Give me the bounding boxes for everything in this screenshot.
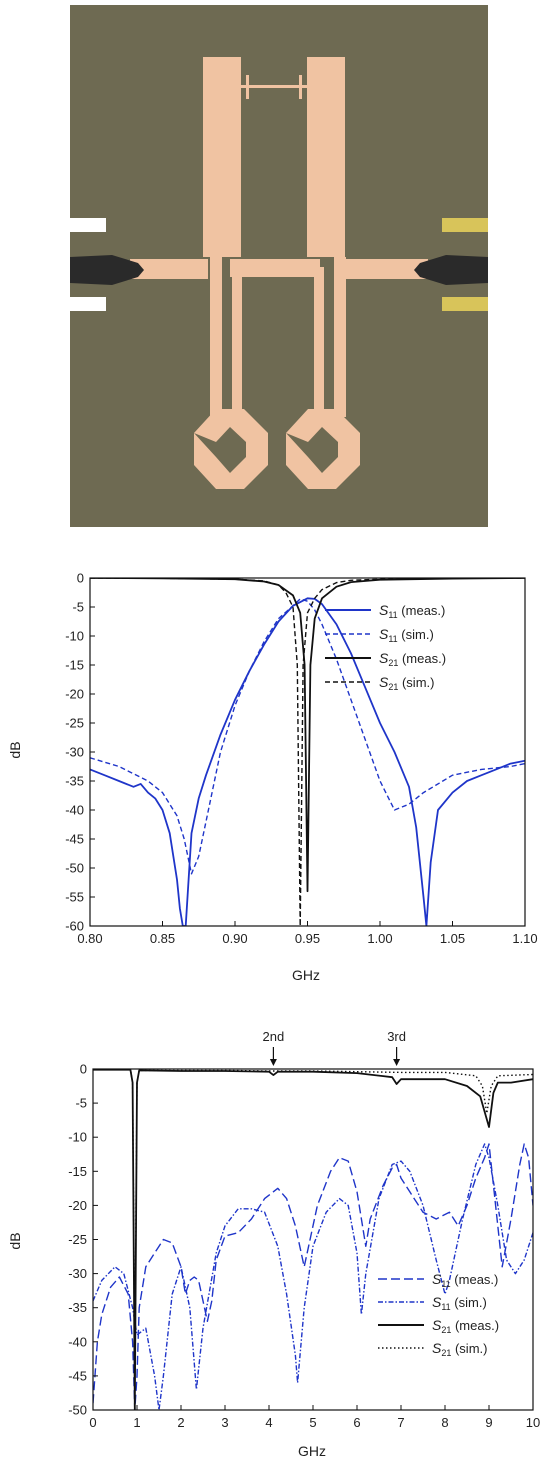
legend-label: S11 (sim.)	[432, 1294, 487, 1312]
legend-label: S21 (meas.)	[432, 1317, 499, 1335]
y-tick-label: -45	[65, 832, 84, 847]
x-tick-label: 3	[221, 1415, 228, 1430]
x-tick-label: 10	[526, 1415, 540, 1430]
stem-right-outer	[314, 267, 324, 417]
resonator-arm-left	[203, 57, 241, 257]
x-tick-label: 0.85	[150, 931, 175, 946]
y-tick-label: -50	[68, 1403, 87, 1418]
y-tick-label: -50	[65, 861, 84, 876]
y-tick-label: -35	[65, 774, 84, 789]
series-line-11-meas	[90, 597, 525, 926]
y-tick-label: -25	[68, 1232, 87, 1247]
annotation-arrowhead	[393, 1059, 401, 1066]
legend-label: S11 (meas.)	[432, 1271, 498, 1289]
x-axis-label: GHz	[292, 967, 320, 983]
filter-metal	[130, 57, 428, 489]
y-tick-label: -30	[68, 1266, 87, 1281]
probe-right	[414, 255, 488, 285]
y-tick-label: 0	[77, 571, 84, 586]
legend-label: S21 (sim.)	[379, 674, 434, 692]
series-line-21-meas	[93, 1069, 533, 1410]
x-tick-label: 0.80	[77, 931, 102, 946]
pad-right-top	[442, 218, 488, 232]
pad-left-bottom	[70, 297, 106, 311]
y-tick-label: -60	[65, 919, 84, 934]
x-tick-label: 7	[397, 1415, 404, 1430]
x-tick-label: 1	[133, 1415, 140, 1430]
x-tick-label: 9	[485, 1415, 492, 1430]
y-tick-label: -30	[65, 745, 84, 760]
y-tick-label: -55	[65, 890, 84, 905]
x-tick-label: 6	[353, 1415, 360, 1430]
x-tick-label: 5	[309, 1415, 316, 1430]
x-tick-label: 0	[89, 1415, 96, 1430]
annotation-label: 3rd	[387, 1029, 406, 1044]
y-axis-label: dB	[7, 741, 23, 758]
coupling-stub-left	[246, 75, 249, 99]
x-tick-label: 4	[265, 1415, 272, 1430]
legend-label: S21 (sim.)	[432, 1340, 487, 1358]
x-tick-label: 0.90	[222, 931, 247, 946]
ring-right	[286, 409, 360, 489]
probe-left	[70, 255, 144, 285]
coupling-line	[241, 85, 307, 88]
center-bridge	[230, 259, 320, 277]
y-axis-label: dB	[7, 1232, 23, 1249]
y-tick-label: -20	[68, 1198, 87, 1213]
y-tick-label: -20	[65, 687, 84, 702]
y-tick-label: -45	[68, 1368, 87, 1383]
chart-s-params-zoom: dB GHz 0.80 0.85 0.90 0.95 1.00 1.05 1.10 0 -5 -1…	[7, 571, 538, 984]
stem-left-inner	[232, 267, 242, 417]
y-tick-label: -15	[65, 658, 84, 673]
legend-label: S11 (sim.)	[379, 626, 434, 644]
feed-line-right	[346, 259, 428, 279]
series-line-21-sim	[90, 578, 525, 926]
ring-left	[194, 409, 268, 489]
y-tick-label: -15	[68, 1164, 87, 1179]
legend-label: S21 (meas.)	[379, 650, 446, 668]
x-tick-label: 1.00	[367, 931, 392, 946]
stem-right-inner	[334, 257, 346, 417]
coupling-stub-right	[299, 75, 302, 99]
series-line-11-meas	[93, 1143, 533, 1410]
x-tick-label: 0.95	[295, 931, 320, 946]
annotation-arrowhead	[269, 1059, 277, 1066]
pad-left-top	[70, 218, 106, 232]
y-tick-label: -10	[65, 629, 84, 644]
stem-left-outer	[210, 257, 222, 417]
x-tick-label: 8	[441, 1415, 448, 1430]
x-tick-label: 1.05	[440, 931, 465, 946]
resonator-arm-right	[307, 57, 345, 257]
pad-right-bottom	[442, 297, 488, 311]
chart-s-params-wideband: dB GHz 0 1 2 3 4 5 6 7 8 9 10 0 -5 -10 -15 -20 -25 -30 -35…	[7, 1029, 540, 1459]
feed-line-left	[130, 259, 208, 279]
y-tick-label: -5	[75, 1096, 87, 1111]
y-tick-label: -10	[68, 1130, 87, 1145]
filter-photo	[70, 5, 488, 527]
x-tick-label: 2	[177, 1415, 184, 1430]
y-tick-label: 0	[80, 1062, 87, 1077]
y-tick-label: -40	[68, 1334, 87, 1349]
annotation-label: 2nd	[263, 1029, 285, 1044]
y-tick-label: -40	[65, 803, 84, 818]
y-tick-label: -35	[68, 1300, 87, 1315]
x-axis-label: GHz	[298, 1443, 326, 1459]
plot-frame	[92, 1068, 534, 1411]
legend-label: S11 (meas.)	[379, 602, 445, 620]
series-line-21-meas	[90, 578, 525, 893]
y-tick-label: -25	[65, 716, 84, 731]
x-tick-label: 1.10	[512, 931, 537, 946]
y-tick-label: -5	[72, 600, 84, 615]
